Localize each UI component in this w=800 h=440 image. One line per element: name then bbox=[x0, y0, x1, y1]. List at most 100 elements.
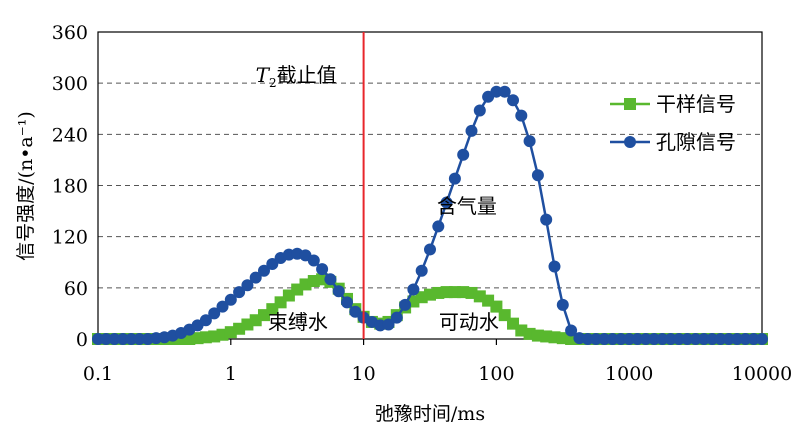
y-tick-label: 60 bbox=[64, 278, 88, 300]
data-point bbox=[756, 333, 768, 345]
x-tick-label: 10 bbox=[352, 363, 376, 385]
x-tick-label: 1000 bbox=[605, 363, 653, 385]
x-tick-label: 100 bbox=[478, 363, 514, 385]
data-point bbox=[639, 333, 652, 345]
data-point bbox=[116, 333, 129, 345]
t2-cutoff-label-rest: 截止值 bbox=[277, 63, 337, 87]
data-point bbox=[407, 283, 420, 296]
data-point bbox=[672, 333, 685, 345]
data-point bbox=[689, 333, 702, 345]
data-point bbox=[249, 271, 262, 284]
data-point bbox=[747, 333, 760, 345]
y-tick-label: 120 bbox=[52, 227, 88, 249]
x-tick-label: 0.1 bbox=[83, 363, 113, 385]
data-point bbox=[606, 333, 619, 345]
legend-label: 孔隙信号 bbox=[656, 130, 736, 154]
annotation-label: 束缚水 bbox=[268, 310, 328, 334]
data-point bbox=[565, 324, 578, 337]
annotation-label: 可动水 bbox=[439, 310, 499, 334]
data-point bbox=[515, 109, 528, 122]
data-point bbox=[316, 263, 329, 276]
data-point bbox=[614, 333, 627, 345]
data-point bbox=[349, 305, 362, 318]
data-point bbox=[722, 333, 735, 345]
data-point bbox=[507, 94, 520, 107]
data-point bbox=[581, 333, 594, 345]
annotations: 束缚水 可动水 含气量 bbox=[268, 194, 499, 334]
data-point bbox=[216, 300, 229, 313]
data-point bbox=[631, 333, 644, 345]
data-point bbox=[307, 254, 320, 267]
data-point bbox=[648, 333, 661, 345]
data-point bbox=[490, 85, 503, 98]
data-point bbox=[540, 213, 553, 226]
legend-swatch-marker bbox=[624, 136, 636, 148]
data-point bbox=[257, 264, 270, 277]
data-point bbox=[224, 293, 237, 306]
y-axis-label: 信号强度/(n•a⁻¹) bbox=[15, 111, 37, 261]
data-point bbox=[739, 333, 752, 345]
t2-cutoff-label-sub: 2 bbox=[269, 76, 277, 90]
y-tick-label: 300 bbox=[52, 73, 88, 95]
data-point bbox=[233, 286, 246, 299]
data-point bbox=[440, 196, 453, 209]
y-tick-label: 240 bbox=[52, 124, 88, 146]
x-tick-label: 1 bbox=[225, 363, 237, 385]
t2-cutoff-label-t: T bbox=[256, 63, 271, 87]
data-point bbox=[423, 243, 436, 256]
series-layer bbox=[92, 85, 768, 345]
data-point bbox=[706, 333, 719, 345]
data-point bbox=[324, 273, 337, 286]
data-point bbox=[714, 333, 727, 345]
data-point bbox=[399, 298, 412, 311]
data-point bbox=[133, 333, 146, 345]
x-tick-labels: 0.1 1 10 100 1000 10000 bbox=[83, 339, 792, 385]
data-point bbox=[432, 220, 445, 233]
annotation-label: 含气量 bbox=[437, 194, 497, 218]
data-point bbox=[523, 135, 536, 148]
data-point bbox=[108, 333, 121, 345]
legend-label: 干样信号 bbox=[656, 92, 736, 116]
series-line bbox=[98, 90, 762, 341]
y-tick-label: 180 bbox=[52, 176, 88, 198]
data-point bbox=[465, 124, 478, 137]
data-point bbox=[199, 314, 212, 327]
series-1 bbox=[92, 273, 768, 345]
data-point bbox=[448, 172, 461, 185]
data-point bbox=[697, 333, 710, 345]
x-tick-label: 10000 bbox=[732, 363, 792, 385]
data-point bbox=[681, 333, 694, 345]
data-point bbox=[100, 333, 113, 345]
data-point bbox=[548, 260, 561, 273]
t2-cutoff-label: T2截止值 bbox=[256, 63, 337, 90]
data-point bbox=[390, 311, 403, 324]
x-axis-label: 弛豫时间/ms bbox=[375, 403, 485, 425]
data-point bbox=[498, 85, 511, 98]
y-tick-labels: 0 60 120 180 240 300 360 bbox=[52, 22, 88, 351]
data-point bbox=[332, 285, 345, 298]
data-point bbox=[382, 318, 395, 331]
data-point bbox=[241, 279, 254, 292]
data-point bbox=[208, 307, 221, 320]
data-point bbox=[415, 264, 428, 277]
data-point bbox=[731, 333, 744, 345]
data-point bbox=[266, 257, 279, 270]
data-point bbox=[473, 104, 486, 117]
y-tick-label: 360 bbox=[52, 22, 88, 44]
series-2 bbox=[92, 85, 768, 345]
plot-area-frame bbox=[97, 31, 763, 340]
data-point bbox=[341, 296, 354, 309]
data-point bbox=[457, 148, 470, 161]
gridlines bbox=[98, 82, 762, 289]
data-point bbox=[656, 333, 669, 345]
legend-swatch-marker bbox=[624, 98, 636, 110]
data-point bbox=[598, 333, 611, 345]
data-point bbox=[556, 298, 569, 311]
data-point bbox=[589, 333, 602, 345]
data-point bbox=[531, 169, 544, 182]
data-point bbox=[623, 333, 636, 345]
y-tick-label: 0 bbox=[76, 329, 88, 351]
data-point bbox=[664, 333, 677, 345]
